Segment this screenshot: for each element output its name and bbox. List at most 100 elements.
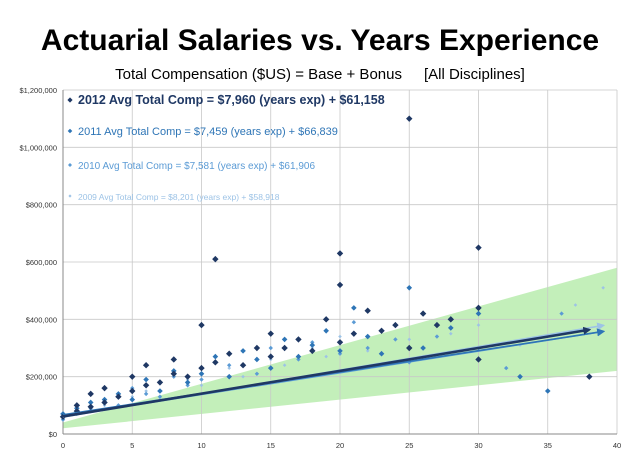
data-point-2012 [336, 281, 344, 289]
data-point-2012 [170, 370, 177, 377]
chart-subtitle: Total Compensation ($US) = Base + Bonus [… [0, 66, 640, 83]
data-point-2010 [185, 383, 190, 388]
data-point-2011 [157, 388, 163, 394]
data-point-2011 [226, 373, 232, 380]
data-point-2010 [434, 334, 440, 339]
data-point-2012 [475, 244, 482, 251]
data-point-2012 [406, 344, 413, 352]
subtitle-formula: Total Compensation ($US) = Base + Bonus [115, 66, 402, 83]
x-tick-label: 25 [405, 441, 413, 450]
data-point-2009 [338, 334, 342, 339]
x-tick-label: 5 [130, 441, 134, 450]
x-tick-label: 35 [544, 441, 552, 450]
data-point-2012 [586, 373, 593, 380]
data-point-2011 [87, 399, 94, 406]
legend-marker-2011 [67, 128, 73, 134]
data-point-2011 [309, 342, 316, 348]
data-point-2011 [184, 379, 191, 386]
data-point-2009 [199, 383, 204, 388]
data-point-2011 [323, 328, 329, 334]
data-point-2009 [601, 286, 605, 290]
data-point-2011 [254, 356, 260, 363]
y-tick-label: $600,000 [26, 258, 57, 267]
data-point-2012 [475, 304, 482, 312]
x-tick-label: 15 [267, 441, 275, 450]
x-tick-label: 10 [197, 441, 205, 450]
data-point-2012 [253, 344, 261, 352]
trendline-2012 [62, 326, 592, 418]
data-point-2010 [227, 363, 232, 368]
data-point-2012 [226, 350, 233, 357]
legend-marker-2010 [68, 163, 72, 167]
legend-marker-2009 [68, 194, 72, 198]
data-point-2012 [142, 382, 150, 389]
data-point-2012 [212, 255, 219, 263]
data-point-2011 [267, 365, 274, 371]
data-point-2011 [448, 325, 454, 331]
data-point-2012 [87, 390, 94, 398]
data-point-2011 [364, 333, 371, 340]
data-point-2009 [365, 349, 370, 353]
data-point-2010 [559, 311, 564, 316]
trendline-layer [62, 322, 606, 418]
data-point-2012 [433, 321, 441, 329]
data-point-2012 [267, 330, 274, 337]
data-point-2011 [295, 353, 302, 360]
data-point-2009 [324, 354, 328, 359]
data-point-2011 [351, 305, 357, 311]
data-point-2010 [351, 320, 357, 325]
data-point-2009 [407, 337, 412, 342]
data-point-2010 [268, 345, 273, 351]
data-point-2011 [212, 353, 219, 360]
data-point-2012 [336, 250, 344, 257]
data-point-2012 [378, 327, 385, 334]
data-point-2012 [322, 316, 330, 323]
data-point-2010 [143, 391, 149, 397]
data-point-2012 [87, 403, 94, 410]
y-tick-label: $0 [49, 430, 57, 439]
data-point-2011 [198, 371, 205, 377]
data-point-2011 [544, 388, 551, 394]
y-tick-label: $800,000 [26, 201, 57, 210]
data-point-2012 [281, 344, 288, 352]
data-point-2012 [392, 321, 399, 329]
data-point-2011 [240, 348, 246, 354]
data-point-2012 [447, 316, 454, 323]
data-point-2012 [295, 336, 302, 343]
chart-title: Actuarial Salaries vs. Years Experience [40, 24, 600, 57]
legend-marker-2012 [67, 97, 73, 103]
data-point-2012 [129, 373, 136, 380]
data-point-2010 [199, 377, 204, 382]
data-point-2012 [101, 384, 108, 392]
legend-layer: 2012 Avg Total Comp = $7,960 (years exp)… [67, 93, 385, 202]
data-point-2010 [296, 357, 301, 362]
data-point-2011 [475, 310, 482, 317]
data-point-2009 [241, 374, 245, 379]
data-point-2012 [364, 307, 371, 314]
data-point-2012 [350, 330, 358, 337]
y-tick-label: $1,200,000 [19, 86, 57, 95]
data-point-2009 [573, 303, 578, 307]
data-point-2012 [309, 347, 316, 355]
data-point-2012 [170, 356, 177, 363]
x-tick-label: 20 [336, 441, 344, 450]
data-point-2012 [184, 373, 191, 380]
data-point-2010 [157, 394, 163, 399]
data-point-2009 [476, 323, 481, 327]
data-point-2009 [144, 389, 148, 393]
data-point-2012 [267, 353, 274, 360]
data-point-2012 [73, 402, 81, 409]
legend-entry-2009: 2009 Avg Total Comp = $8,201 (years exp)… [78, 192, 280, 202]
x-tick-label: 0 [61, 441, 65, 450]
data-point-2012 [198, 364, 205, 372]
data-point-2012 [129, 387, 136, 395]
data-point-2011 [420, 345, 426, 351]
data-point-2012 [212, 359, 219, 366]
data-point-2010 [337, 351, 343, 356]
data-point-2011 [143, 376, 149, 383]
data-point-2011 [281, 336, 288, 343]
legend-entry-2012: 2012 Avg Total Comp = $7,960 (years exp)… [78, 93, 385, 107]
x-tick-label: 40 [613, 441, 621, 450]
data-point-2011 [406, 285, 413, 291]
